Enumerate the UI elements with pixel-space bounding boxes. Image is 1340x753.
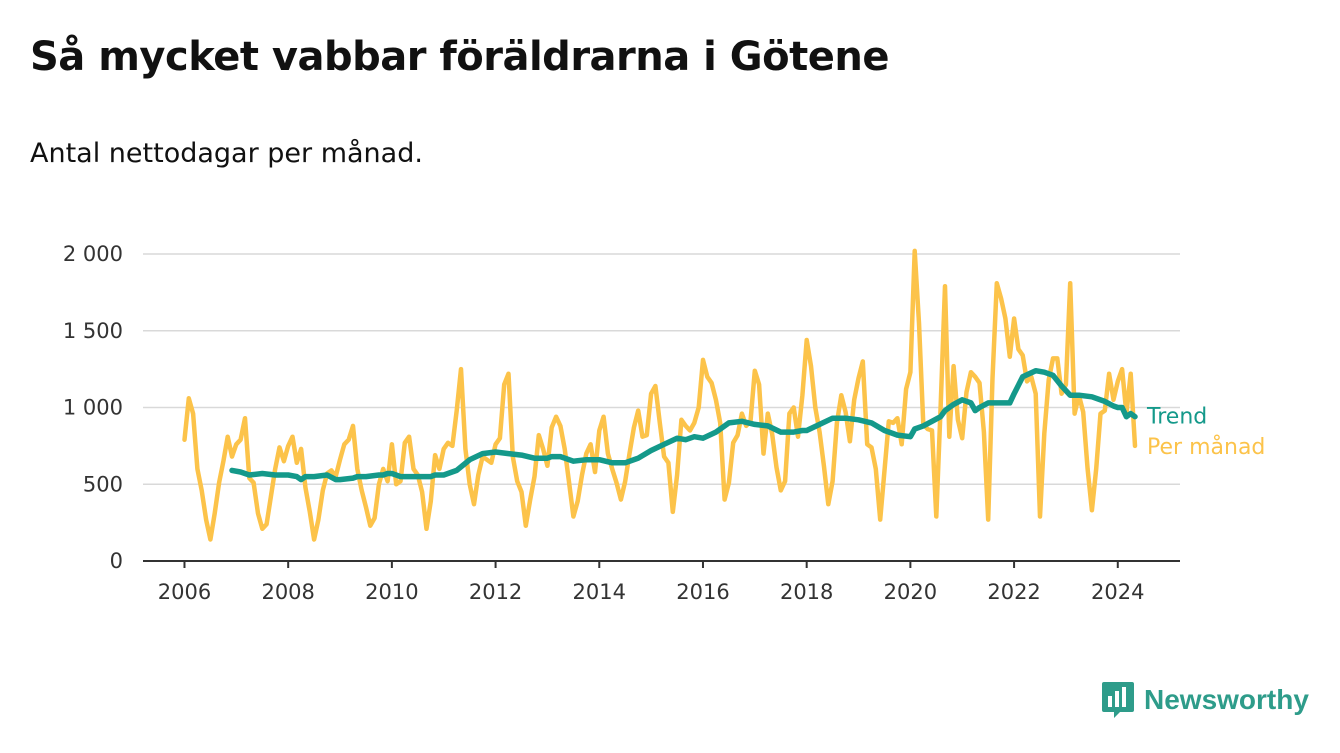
x-tick-label: 2018 [780,580,833,604]
chart-title: Så mycket vabbar föräldrarna i Götene [30,34,889,80]
y-tick-label: 1 000 [63,396,123,420]
y-tick-label: 0 [110,549,123,573]
x-tick-label: 2010 [365,580,418,604]
series-lines [182,248,1138,542]
series-line-trend [229,367,1138,483]
x-tick-label: 2020 [884,580,937,604]
newsworthy-logo-icon [1102,682,1134,718]
x-tick-label: 2016 [676,580,729,604]
y-tick-label: 1 500 [63,319,123,343]
newsworthy-logo: Newsworthy [1100,680,1309,720]
y-tick-label: 500 [83,472,123,496]
chart-subtitle: Antal nettodagar per månad. [30,138,423,169]
axes: 0 500 1 000 1 500 2 000 2006 2008 2010 2012 2014 2… [63,242,1180,604]
x-tick-label: 2024 [1091,580,1144,604]
x-tick-label: 2022 [987,580,1040,604]
brand-name: Newsworthy [1144,684,1309,715]
x-tick-label: 2006 [158,580,211,604]
x-tick-label: 2014 [573,580,626,604]
series-label-monthly: Per månad [1147,434,1265,460]
x-tick-label: 2012 [469,580,522,604]
series-label-trend: Trend [1146,405,1207,430]
series-line-per-manad [182,248,1138,542]
x-tick-label: 2008 [261,580,314,604]
y-tick-label: 2 000 [63,242,123,266]
